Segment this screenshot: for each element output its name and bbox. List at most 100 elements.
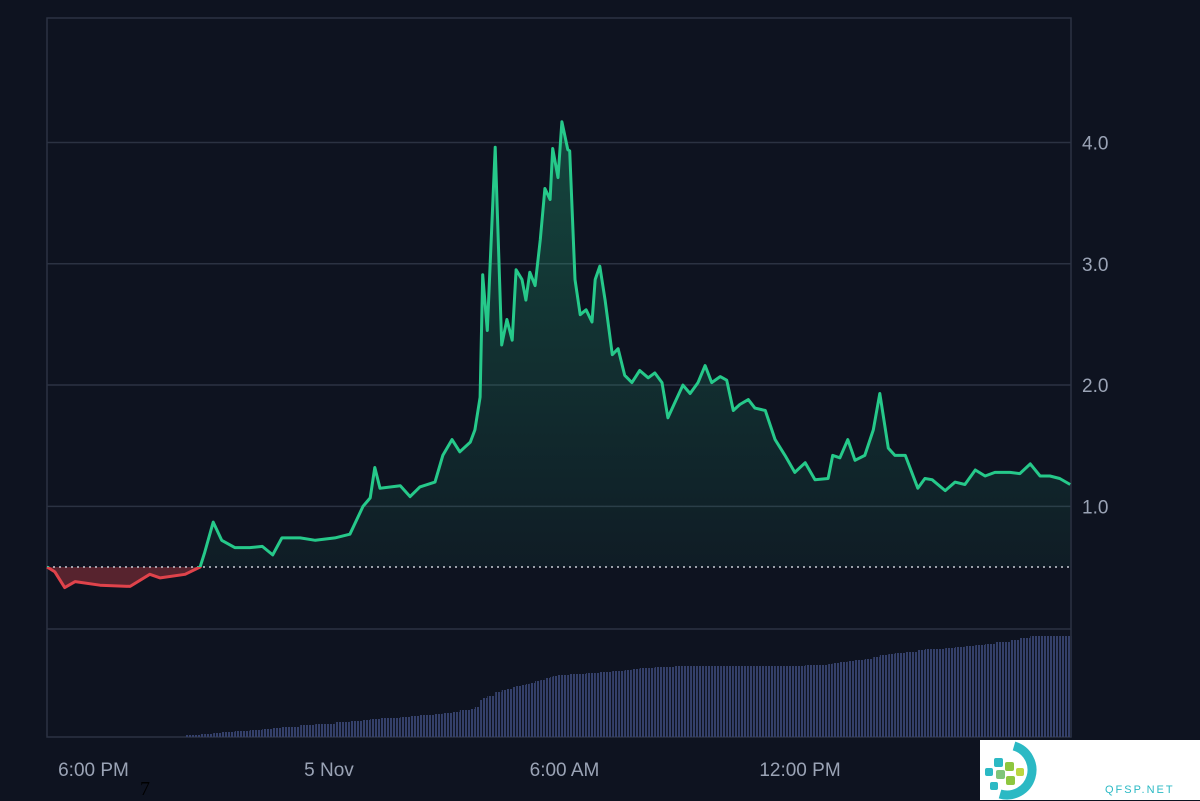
volume-bar xyxy=(765,666,775,737)
volume-bar xyxy=(785,666,795,737)
volume-bar xyxy=(350,721,363,737)
volume-bar xyxy=(522,685,526,737)
volume-bar xyxy=(675,666,683,737)
volume-bar xyxy=(370,719,375,737)
volume-bar xyxy=(1010,640,1020,737)
volume-bar xyxy=(558,675,562,737)
volume-bar xyxy=(995,642,1010,737)
volume-bar xyxy=(443,713,452,737)
x-tick-label: 5 Nov xyxy=(304,760,354,781)
volume-bar xyxy=(495,692,502,737)
volume-bar xyxy=(420,715,435,737)
volume-bar xyxy=(400,717,410,737)
volume-bar xyxy=(775,666,785,737)
volume-bar xyxy=(632,669,640,737)
volume-bar xyxy=(512,687,516,737)
price-area xyxy=(47,122,1070,588)
volume-bar xyxy=(335,722,350,737)
volume-bar xyxy=(222,732,235,737)
volume-bar xyxy=(435,714,443,737)
y-tick-label: 3.0 xyxy=(1082,255,1108,276)
volume-bar xyxy=(640,668,649,737)
volume-bar xyxy=(502,690,507,737)
volume-bar xyxy=(805,665,815,737)
volume-bar xyxy=(470,709,475,737)
volume-bar xyxy=(605,672,612,737)
volume-bar xyxy=(487,696,495,737)
volume-bar xyxy=(755,666,765,737)
volume-bar xyxy=(570,674,575,737)
volume-bar xyxy=(668,667,675,737)
volume-bar xyxy=(848,661,855,737)
volume-bar xyxy=(880,655,889,737)
y-tick-label: 1.0 xyxy=(1082,497,1108,518)
volume-bar xyxy=(1050,636,1060,737)
volume-bar xyxy=(873,657,880,737)
volume-bar xyxy=(380,718,400,737)
volume-bar xyxy=(250,730,262,737)
volume-bar xyxy=(905,652,917,737)
volume-bar xyxy=(600,672,605,737)
volume-bar xyxy=(840,662,848,737)
volume-bar xyxy=(200,734,205,737)
volume-bar xyxy=(888,654,895,737)
volume-bar xyxy=(530,683,535,737)
volume-bar xyxy=(925,649,932,737)
volume-bar xyxy=(698,666,705,737)
stray-label: 7 xyxy=(140,778,150,801)
volume-bar xyxy=(975,645,985,737)
volume-bar xyxy=(540,680,545,737)
volume-bar xyxy=(748,666,755,737)
volume-bar xyxy=(720,666,727,737)
volume-bar xyxy=(580,674,586,737)
volume-bar xyxy=(683,666,690,737)
volume-bar xyxy=(568,675,570,737)
volume-bar xyxy=(733,666,740,737)
volume-bar xyxy=(363,720,370,737)
volume-bar xyxy=(945,648,955,737)
volume-bar xyxy=(955,647,965,737)
volume-bar xyxy=(205,734,214,737)
volume-bar xyxy=(648,668,655,737)
volume-bar xyxy=(562,675,568,737)
volume-bar xyxy=(452,712,460,737)
volume-bar xyxy=(262,729,272,737)
y-tick-label: 4.0 xyxy=(1082,133,1108,154)
volume-bar xyxy=(460,710,470,737)
volume-bar xyxy=(410,716,420,737)
volume-bar xyxy=(535,681,540,737)
volume-bar xyxy=(516,686,522,737)
x-tick-label: 6:00 AM xyxy=(530,760,600,781)
y-tick-label: 2.0 xyxy=(1082,376,1108,397)
volume-bar xyxy=(550,677,553,737)
volume-bar xyxy=(507,689,512,737)
volume-bar xyxy=(795,666,805,737)
volume-bar xyxy=(483,698,488,737)
volume-bar xyxy=(690,666,698,737)
volume-bar xyxy=(965,646,975,737)
volume-bar xyxy=(475,707,480,737)
volume-bar xyxy=(595,673,600,737)
volume-bar xyxy=(740,666,749,737)
volume-bar xyxy=(185,735,200,737)
volume-bar xyxy=(282,727,300,737)
volume-bar xyxy=(1060,636,1070,737)
volume-bar xyxy=(625,670,632,737)
volume-bar xyxy=(705,666,712,737)
volume-bar xyxy=(545,678,550,737)
volume-bar xyxy=(1030,636,1040,737)
volume-bar xyxy=(618,671,625,737)
volume-bar xyxy=(315,724,335,737)
watermark-logo: QFSP.NET xyxy=(980,740,1200,800)
area-above-baseline xyxy=(47,122,1070,588)
volume-bar xyxy=(833,663,840,737)
volume-bar xyxy=(480,700,483,737)
volume-bar xyxy=(375,719,380,737)
volume-bar xyxy=(612,671,618,737)
volume-bar xyxy=(213,733,222,737)
logo-icon xyxy=(980,740,1040,800)
volume-bars xyxy=(185,636,1071,737)
volume-bar xyxy=(235,731,250,737)
volume-bar xyxy=(575,674,580,737)
